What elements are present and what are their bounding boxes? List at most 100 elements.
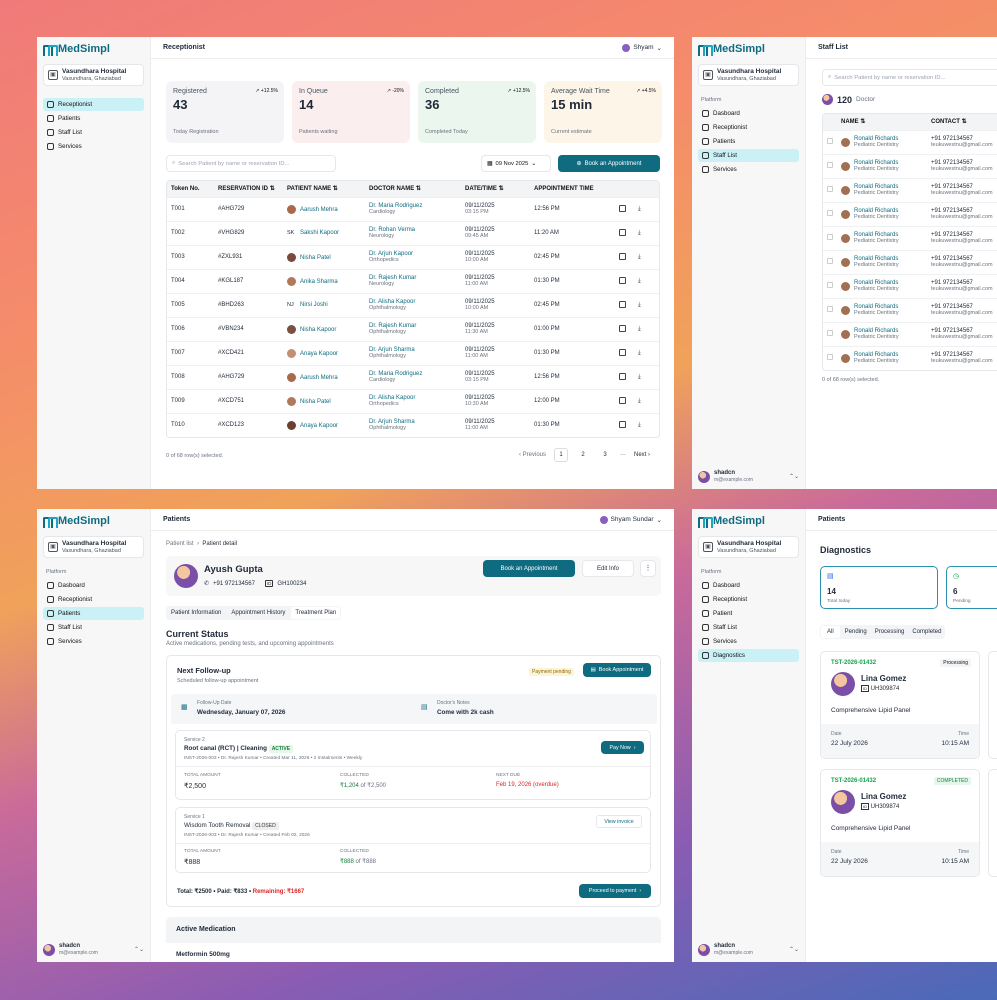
row-checkbox[interactable] — [823, 273, 837, 298]
nav-diagnostics[interactable]: Diagnostics — [698, 649, 799, 662]
nav-receptionist[interactable]: Receptionist — [698, 593, 799, 606]
diagnostic-card[interactable]: TST-2026-01432 Processing Lina Gomez ID UH3… — [820, 651, 980, 759]
page-3[interactable]: 3 — [603, 452, 607, 458]
print-icon[interactable] — [619, 348, 626, 356]
print-icon[interactable] — [619, 300, 626, 308]
table-row[interactable]: Ronald Richards Pediatric Dentistry +91 97… — [823, 249, 997, 274]
staff-name[interactable]: Ronald Richards — [854, 232, 899, 238]
download-icon[interactable]: ⤓ — [638, 278, 641, 285]
row-checkbox[interactable] — [823, 153, 837, 178]
book-followup-button[interactable]: ▤ Book Appointment — [583, 663, 651, 677]
row-checkbox[interactable] — [823, 345, 837, 370]
patient-name-link[interactable]: Nisha Kapoor — [300, 326, 337, 333]
hospital-switcher[interactable]: ▣ Vasundhara Hospital Vasundhara, Ghaziaba… — [43, 536, 144, 558]
print-icon[interactable] — [619, 228, 626, 236]
nav-patients[interactable]: Patients — [43, 607, 144, 620]
hospital-switcher[interactable]: ▣ Vasundhara Hospital Vasundhara, Ghaziaba… — [43, 64, 144, 86]
pay-now-button[interactable]: Pay Now › — [601, 741, 644, 754]
staff-name[interactable]: Ronald Richards — [854, 328, 899, 334]
user-switcher[interactable]: shadcn m@example.com ⌃⌄ — [698, 470, 799, 483]
col-name[interactable]: NAME ⇅ — [837, 114, 927, 130]
table-row[interactable]: T002 #VHG829 SK Sakshi Kapoor Dr. Rohan Verm… — [167, 220, 659, 245]
download-icon[interactable]: ⤓ — [638, 398, 641, 405]
more-icon[interactable]: ⋮ — [640, 560, 656, 577]
staff-name[interactable]: Ronald Richards — [854, 160, 899, 166]
tab-patient-information[interactable]: Patient Information — [171, 610, 222, 616]
download-icon[interactable]: ⤓ — [638, 326, 641, 333]
doctor-name[interactable]: Dr. Arjun Kapoor — [369, 251, 414, 257]
patient-name-link[interactable]: Aarush Mehra — [300, 374, 338, 381]
search-input[interactable]: ⌕ Search Patient by name or reservation I… — [166, 155, 336, 172]
doctor-name[interactable]: Dr. Maria Rodriguez — [369, 371, 423, 377]
user-switcher[interactable]: shadcn m@example.com ⌃⌄ — [698, 943, 799, 956]
col-reservation-id[interactable]: RESERVATION ID ⇅ — [214, 181, 283, 197]
user-menu[interactable]: Shyam ⌄ — [622, 43, 662, 52]
page-1[interactable]: 1 — [554, 448, 569, 462]
nav-staff-list[interactable]: Staff List — [43, 621, 144, 634]
row-checkbox[interactable] — [823, 225, 837, 250]
staff-name[interactable]: Ronald Richards — [854, 208, 899, 214]
row-checkbox[interactable] — [823, 129, 837, 154]
doctor-name[interactable]: Dr. Maria Rodriguez — [369, 203, 423, 209]
row-checkbox[interactable] — [823, 201, 837, 226]
table-row[interactable]: Ronald Richards Pediatric Dentistry +91 97… — [823, 345, 997, 370]
nav-dasboard[interactable]: Dasboard — [698, 579, 799, 592]
nav-dasboard[interactable]: Dasboard — [698, 107, 799, 120]
patient-name-link[interactable]: Nisha Patel — [300, 254, 331, 261]
table-row[interactable]: Ronald Richards Pediatric Dentistry +91 97… — [823, 153, 997, 178]
nav-services[interactable]: Services — [43, 140, 144, 153]
col-date-time[interactable]: DATE/TIME ⇅ — [461, 181, 530, 197]
nav-receptionist[interactable]: Receptionist — [43, 593, 144, 606]
nav-patients[interactable]: Patients — [43, 112, 144, 125]
hospital-switcher[interactable]: ▣ Vasundhara Hospital Vasundhara, Ghaziaba… — [698, 536, 799, 558]
patient-name-link[interactable]: Nisha Patel — [300, 398, 331, 405]
tab-treatment-plan[interactable]: Treatment Plan — [291, 607, 341, 619]
doctor-name[interactable]: Dr. Alisha Kapoor — [369, 395, 416, 401]
patient-name-link[interactable]: Anaya Kapoor — [300, 422, 339, 429]
print-icon[interactable] — [619, 276, 626, 284]
download-icon[interactable]: ⤓ — [638, 254, 641, 261]
staff-name[interactable]: Ronald Richards — [854, 280, 899, 286]
search-input[interactable]: ⌕ Search Patient by name or reservation I… — [822, 69, 997, 86]
filter-processing[interactable]: Processing — [874, 629, 905, 635]
next-page-button[interactable]: Next › — [634, 452, 651, 458]
table-row[interactable]: T009 #XCD751 Nisha Patel Dr. Alisha Kapoor O… — [167, 388, 659, 413]
filter-completed[interactable]: Completed — [912, 629, 942, 635]
download-icon[interactable]: ⤓ — [638, 302, 641, 309]
table-row[interactable]: T003 #ZXL931 Nisha Patel Dr. Arjun Kapoor Or… — [167, 244, 659, 269]
table-row[interactable]: Ronald Richards Pediatric Dentistry +91 97… — [823, 297, 997, 322]
nav-receptionist[interactable]: Receptionist — [43, 98, 144, 111]
print-icon[interactable] — [619, 396, 626, 404]
table-row[interactable]: Ronald Richards Pediatric Dentistry +91 97… — [823, 201, 997, 226]
col-contact[interactable]: CONTACT ⇅ — [927, 114, 997, 130]
table-row[interactable]: T008 #AHG729 Aarush Mehra Dr. Maria Rodrigu… — [167, 364, 659, 389]
row-checkbox[interactable] — [823, 321, 837, 346]
tab-appointment-history[interactable]: Appointment History — [231, 610, 286, 616]
table-row[interactable]: T001 #AHG729 Aarush Mehra Dr. Maria Rodrigu… — [167, 196, 659, 221]
print-icon[interactable] — [619, 252, 626, 260]
filter-all[interactable]: All — [821, 626, 840, 638]
download-icon[interactable]: ⤓ — [638, 230, 641, 237]
col-patient-name[interactable]: PATIENT NAME ⇅ — [283, 181, 365, 197]
doctor-name[interactable]: Dr. Arjun Sharma — [369, 419, 415, 426]
table-row[interactable]: Ronald Richards Pediatric Dentistry +91 97… — [823, 177, 997, 202]
row-checkbox[interactable] — [823, 249, 837, 274]
table-row[interactable]: Ronald Richards Pediatric Dentistry +91 97… — [823, 129, 997, 154]
nav-patient[interactable]: Patient — [698, 607, 799, 620]
nav-staff-list[interactable]: Staff List — [698, 149, 799, 162]
print-icon[interactable] — [619, 421, 626, 429]
row-checkbox[interactable] — [823, 297, 837, 322]
page-2[interactable]: 2 — [581, 452, 585, 458]
print-icon[interactable] — [619, 372, 626, 380]
edit-info-button[interactable]: Edit Info — [582, 560, 634, 577]
doctor-name[interactable]: Dr. Rajesh Kumar — [369, 323, 417, 329]
table-row[interactable]: T010 #XCD123 Anaya Kapoor Dr. Arjun Sharma O… — [167, 412, 659, 437]
table-row[interactable]: T007 #XCD421 Anaya Kapoor Dr. Arjun Sharma O… — [167, 340, 659, 365]
doctor-name[interactable]: Dr. Arjun Sharma — [369, 347, 415, 353]
col-token[interactable]: Token No. — [167, 181, 214, 197]
book-appointment-button[interactable]: ⊕ Book an Appointment — [558, 155, 660, 172]
view-invoice-button[interactable]: View invoice — [596, 815, 642, 828]
col-doctor-name[interactable]: DOCTOR NAME ⇅ — [365, 181, 461, 197]
user-switcher[interactable]: shadcn m@example.com ⌃⌄ — [43, 943, 144, 956]
book-appointment-button[interactable]: Book an Appointment — [483, 560, 575, 577]
